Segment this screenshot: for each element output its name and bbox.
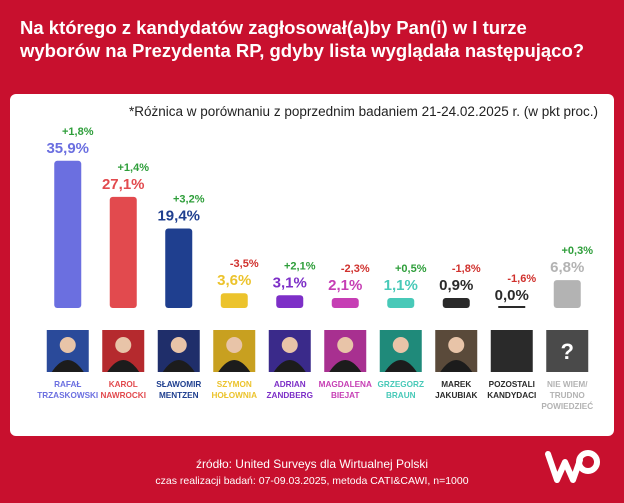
candidate-photo	[490, 330, 533, 372]
source-text: źródło: United Surveys dla Wirtualnej Po…	[195, 457, 429, 471]
bar	[109, 196, 137, 308]
bar	[165, 228, 193, 308]
change-label: +0,3%	[562, 245, 594, 257]
change-label: -1,6%	[507, 273, 536, 285]
value-label: 27,1%	[102, 176, 145, 193]
change-label: -1,8%	[452, 263, 481, 275]
change-label: -3,5%	[230, 258, 259, 270]
candidate-name: BIEJAT	[331, 391, 360, 400]
candidate-photo	[546, 330, 589, 372]
person-body-icon	[107, 360, 140, 372]
value-label: 2,1%	[328, 277, 362, 294]
value-label: 6,8%	[550, 259, 584, 276]
survey-meta-text: czas realizacji badań: 07-09.03.2025, me…	[155, 475, 469, 487]
bar	[331, 298, 359, 308]
candidate-name: BRAUN	[386, 391, 416, 400]
person-head-icon	[337, 337, 354, 353]
value-label: 1,1%	[384, 277, 418, 294]
value-label: 3,1%	[273, 274, 307, 291]
person-head-icon	[115, 337, 132, 353]
candidate-name: NIE WIEM/	[547, 380, 588, 389]
candidate-name: HOŁOWNIA	[212, 391, 258, 400]
bar-chart: 35,9% +1,8% RAFAŁ TRZASKOWSKI 27,1% +1,4% KARO…	[37, 126, 594, 411]
person-body-icon	[218, 360, 251, 372]
candidate-name: RAFAŁ	[54, 380, 81, 389]
candidate-name: GRZEGORZ	[378, 380, 424, 389]
candidate-name: POZOSTALI	[489, 380, 535, 389]
person-body-icon	[440, 360, 473, 372]
candidate-name: SZYMON	[217, 380, 252, 389]
bar	[553, 280, 581, 308]
value-label: 0,9%	[439, 277, 473, 294]
candidate-name: JAKUBIAK	[435, 391, 477, 400]
candidate-name: TRZASKOWSKI	[37, 391, 98, 400]
candidate-name: KANDYDACI	[487, 391, 536, 400]
change-note: *Różnica w porównaniu z poprzednim badan…	[128, 104, 598, 119]
value-label: 35,9%	[46, 140, 89, 157]
person-head-icon	[448, 337, 465, 353]
value-label: 19,4%	[157, 207, 200, 224]
candidate-name: SŁAWOMIR	[156, 380, 201, 389]
person-head-icon	[226, 337, 243, 353]
chart-panel: *Różnica w porównaniu z poprzednim badan…	[10, 94, 614, 436]
change-label: +1,4%	[118, 162, 150, 174]
question-title: Na którego z kandydatów zagłosował(a)by …	[20, 17, 585, 61]
bar	[54, 160, 82, 308]
candidate-name: ADRIAN	[274, 380, 306, 389]
person-body-icon	[329, 360, 362, 372]
person-body-icon	[384, 360, 417, 372]
change-label: +0,5%	[395, 263, 427, 275]
bar	[220, 293, 248, 308]
person-body-icon	[51, 360, 84, 372]
candidate-name: KAROL	[109, 380, 138, 389]
candidate-name: MAGDALENA	[319, 380, 372, 389]
candidate-name: ZANDBERG	[267, 391, 313, 400]
change-label: +1,8%	[62, 126, 94, 138]
change-label: -2,3%	[341, 263, 370, 275]
person-head-icon	[281, 337, 298, 353]
bar	[442, 298, 470, 308]
bar	[498, 306, 526, 308]
bar	[276, 295, 304, 308]
change-label: +3,2%	[173, 193, 205, 205]
candidate-name: TRUDNO	[550, 391, 586, 400]
value-label: 0,0%	[495, 287, 529, 304]
candidate-name: POWIEDZIEĆ	[541, 400, 593, 411]
person-head-icon	[392, 337, 409, 353]
value-label: 3,6%	[217, 272, 251, 289]
bar	[387, 298, 415, 308]
person-head-icon	[170, 337, 187, 353]
candidate-name: NAWROCKI	[101, 391, 146, 400]
question-mark-icon: ?	[561, 339, 574, 364]
person-body-icon	[273, 360, 306, 372]
change-label: +2,1%	[284, 260, 316, 272]
person-head-icon	[59, 337, 76, 353]
candidate-name: MAREK	[441, 380, 471, 389]
person-body-icon	[162, 360, 195, 372]
wp-logo	[545, 450, 600, 483]
candidate-name: MENTZEN	[159, 391, 199, 400]
